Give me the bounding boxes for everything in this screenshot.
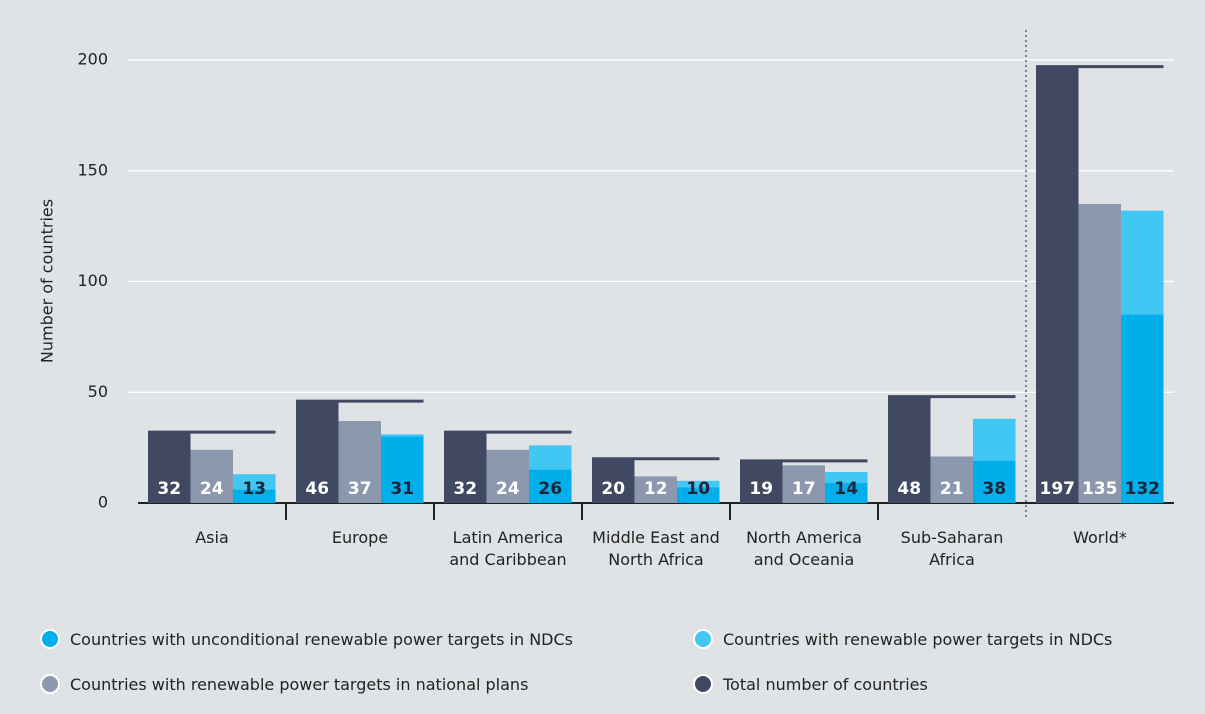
bar: [148, 432, 191, 503]
value-label: 13: [242, 479, 266, 499]
bar: [486, 449, 529, 503]
x-tick-label: North America and Oceania: [746, 528, 862, 569]
legend-label: Total number of countries: [723, 674, 928, 694]
value-label: 10: [686, 479, 710, 499]
x-tick-label: Sub-Saharan Africa: [900, 528, 1004, 569]
y-tick-label: 200: [77, 50, 108, 69]
bar: [233, 489, 276, 503]
value-label: 20: [601, 479, 625, 499]
value-label: 197: [1040, 479, 1076, 499]
x-tick-label: Europe: [331, 528, 389, 547]
value-label: 31: [390, 479, 414, 499]
value-label: 32: [157, 479, 181, 499]
bar: [444, 432, 487, 503]
y-tick-label: 150: [77, 160, 108, 179]
legend-swatch: [693, 674, 713, 694]
legend-item: Countries with unconditional renewable p…: [40, 629, 573, 649]
bar: [592, 458, 635, 503]
value-label: 46: [305, 479, 329, 499]
value-label: 132: [1125, 479, 1161, 499]
x-tick-label: Asia: [195, 528, 229, 547]
value-label: 24: [496, 479, 520, 499]
value-label: 19: [749, 479, 773, 499]
value-label: 135: [1082, 479, 1118, 499]
bar: [677, 487, 720, 503]
value-label: 26: [538, 479, 562, 499]
value-label: 21: [940, 479, 964, 499]
value-label: 24: [200, 479, 224, 499]
bar: [529, 469, 572, 503]
x-tick-label: Middle East and North Africa: [592, 528, 720, 569]
bar: [296, 401, 339, 503]
bar: [888, 396, 931, 503]
y-axis-label: Number of countries: [38, 199, 57, 363]
legend-swatch: [693, 629, 713, 649]
bar: [782, 465, 825, 503]
legend-item: Countries with renewable power targets i…: [693, 629, 1112, 649]
value-label: 17: [792, 479, 816, 499]
legend-item: Total number of countries: [693, 674, 928, 694]
bar: [190, 449, 233, 503]
legend-label: Countries with unconditional renewable p…: [70, 629, 573, 649]
bar: [825, 483, 868, 503]
legend-label: Countries with renewable power targets i…: [723, 629, 1113, 649]
bar: [1078, 203, 1121, 503]
y-tick-label: 0: [98, 493, 108, 512]
bar: [338, 421, 381, 503]
y-tick-label: 100: [77, 271, 108, 290]
bar: [1121, 314, 1164, 503]
value-label: 14: [834, 479, 858, 499]
legend-label: Countries with renewable power targets i…: [70, 674, 529, 694]
value-label: 48: [897, 479, 921, 499]
legend-swatch: [40, 674, 60, 694]
bar: [973, 460, 1016, 503]
bar: [381, 436, 424, 503]
bar: [634, 476, 677, 503]
value-label: 37: [348, 479, 372, 499]
bar: [1036, 66, 1079, 504]
value-label: 32: [453, 479, 477, 499]
bar: [740, 460, 783, 503]
value-label: 38: [982, 479, 1006, 499]
value-label: 12: [644, 479, 668, 499]
y-tick-label: 50: [88, 382, 108, 401]
x-tick-label: World*: [1073, 528, 1127, 547]
legend-swatch: [40, 629, 60, 649]
bar: [930, 456, 973, 503]
legend-item: Countries with renewable power targets i…: [40, 674, 528, 694]
x-tick-label: Latin America and Caribbean: [449, 528, 567, 569]
